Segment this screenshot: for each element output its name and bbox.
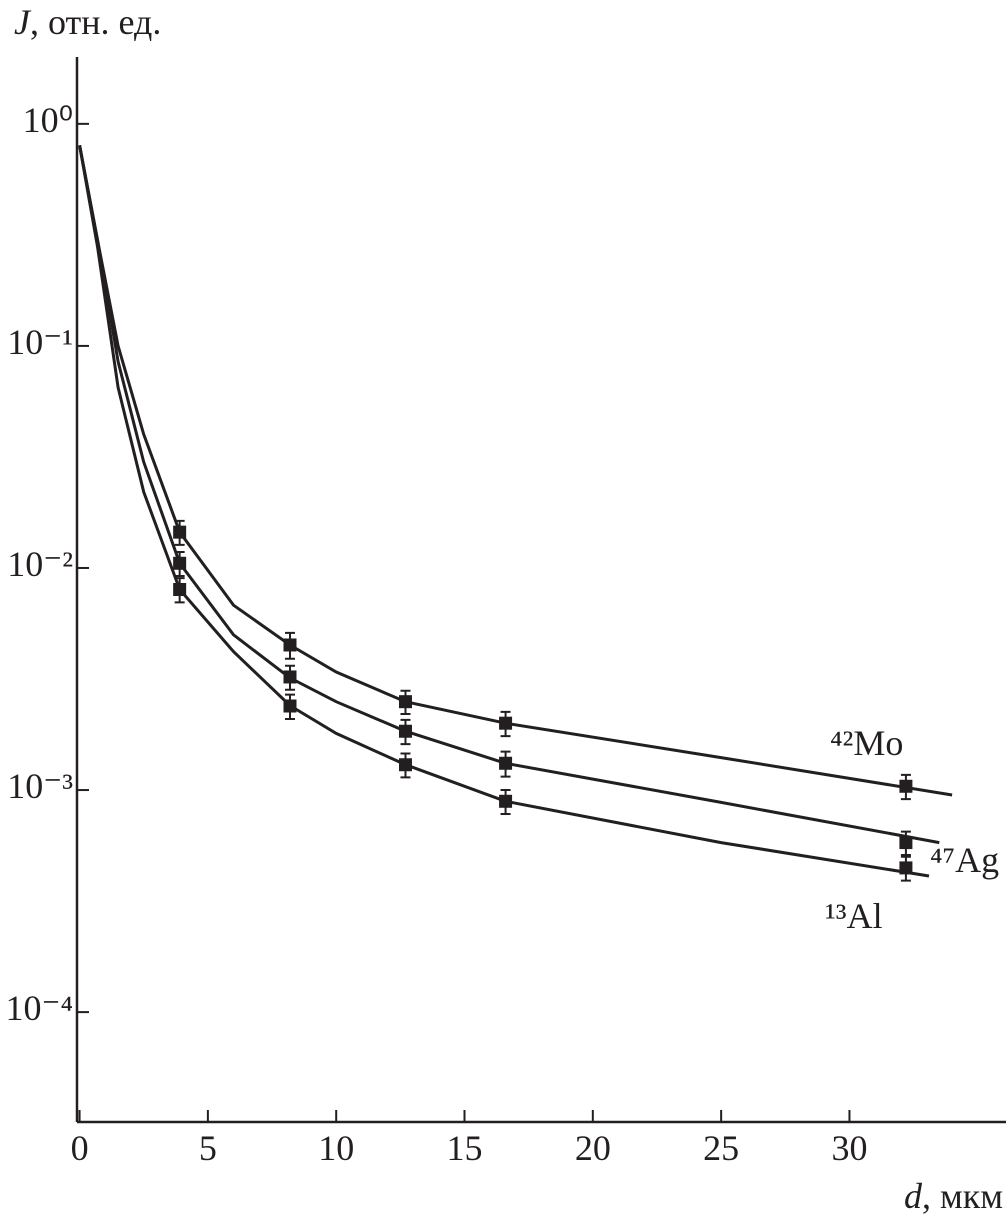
y-tick-label: 10⁻²	[7, 544, 73, 584]
marker	[173, 525, 187, 539]
marker	[283, 670, 297, 684]
marker	[899, 836, 913, 850]
marker	[398, 758, 412, 772]
marker	[398, 695, 412, 709]
y-tick-label: 10⁻³	[7, 766, 73, 806]
series-label: ¹³Al	[825, 896, 883, 936]
x-label-unit: , мкм	[922, 1176, 1003, 1216]
marker	[899, 861, 913, 875]
x-tick-label: 10	[318, 1128, 354, 1168]
x-tick-label: 5	[199, 1128, 217, 1168]
marker	[398, 724, 412, 738]
marker	[499, 794, 513, 808]
fit-curve	[78, 145, 930, 878]
marker	[173, 583, 187, 596]
marker	[173, 556, 187, 570]
series-label: ⁴⁷Ag	[930, 840, 999, 880]
x-label-symbol: d	[904, 1176, 923, 1216]
y-axis-label: J, отн. ед.	[14, 2, 161, 42]
x-tick-label: 25	[703, 1128, 739, 1168]
marker	[283, 638, 297, 652]
x-tick-label: 30	[831, 1128, 867, 1168]
x-tick-label: 15	[447, 1128, 483, 1168]
marker	[499, 716, 513, 730]
y-tick-label: 10⁻¹	[7, 322, 73, 362]
x-axis-label: d, мкм	[904, 1176, 1003, 1216]
fit-curve	[78, 145, 940, 845]
y-tick-label: 10⁰	[23, 100, 73, 140]
marker	[283, 699, 297, 713]
marker	[499, 756, 513, 770]
x-tick-label: 0	[71, 1128, 89, 1168]
marker	[899, 779, 913, 793]
series-label: ⁴²Mo	[830, 723, 903, 763]
y-tick-label: 10⁻⁴	[5, 988, 73, 1028]
fit-curve	[78, 145, 953, 797]
y-label-symbol: J	[14, 2, 32, 42]
y-label-unit: , отн. ед.	[30, 2, 161, 42]
x-tick-label: 20	[575, 1128, 611, 1168]
